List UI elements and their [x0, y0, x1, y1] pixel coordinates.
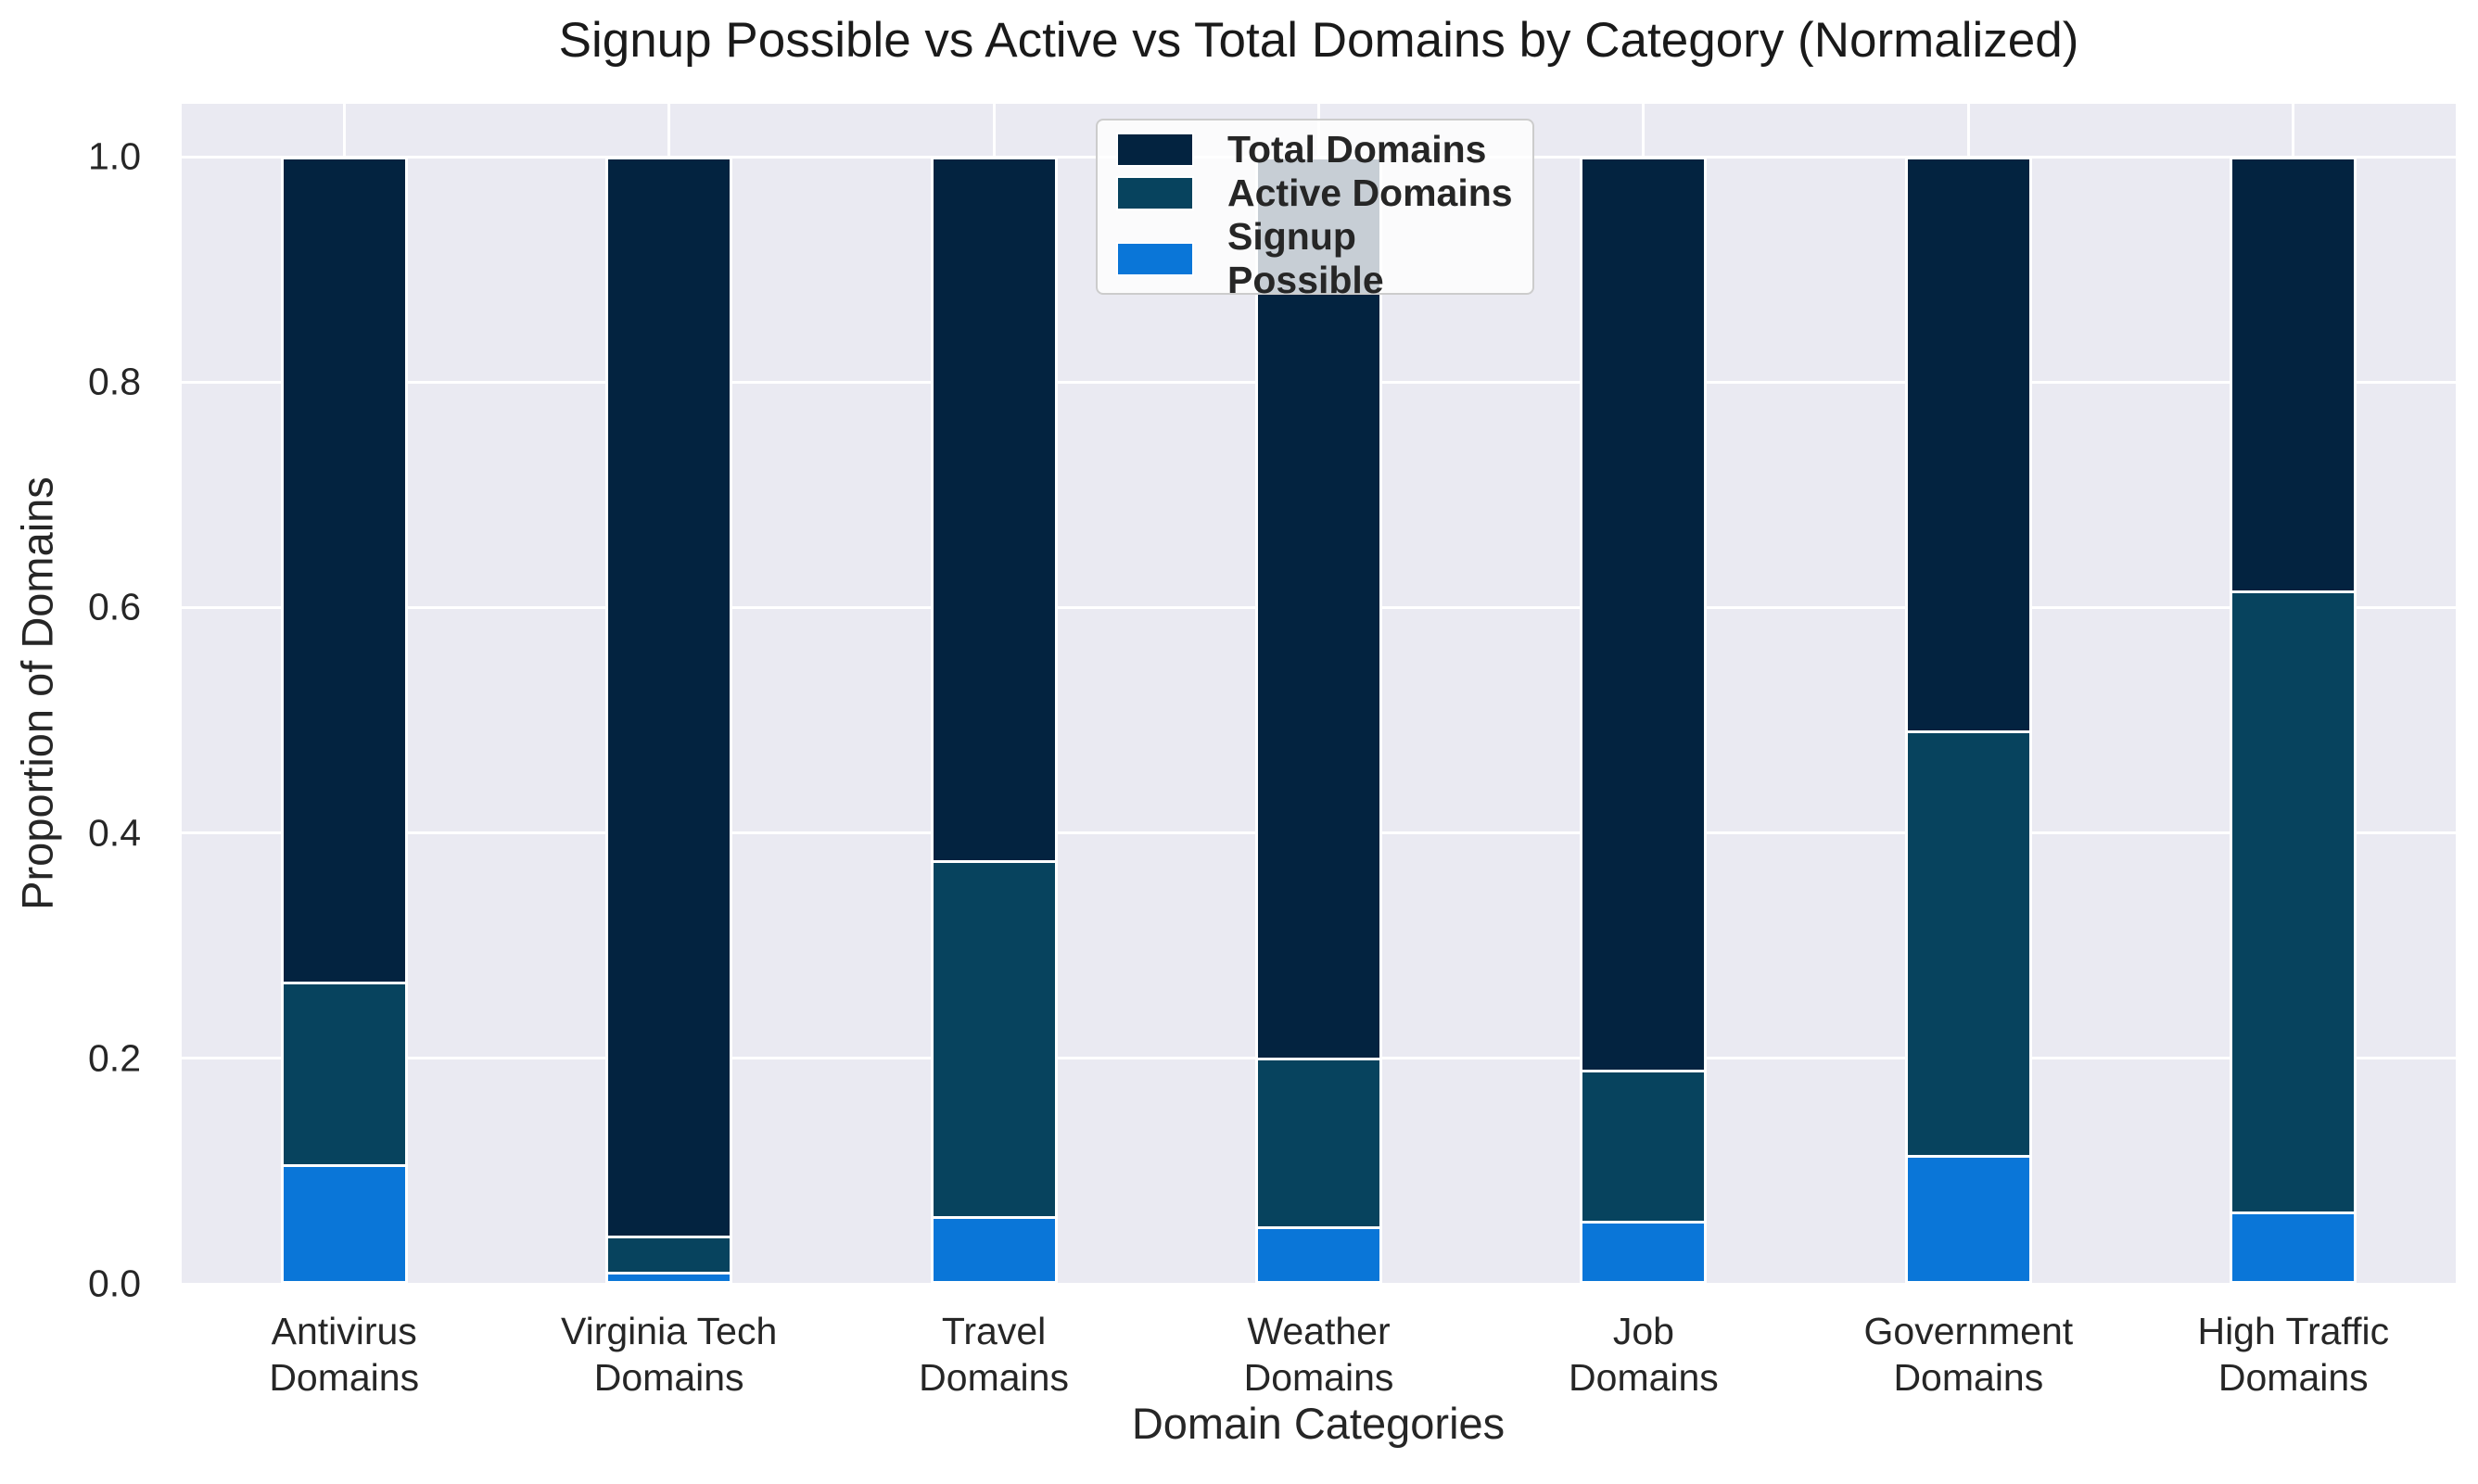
- x-tick-label-antivirus-domains: Antivirus Domains: [168, 1308, 520, 1401]
- y-tick-label-0.6: 0.6: [88, 585, 141, 628]
- bar-signup-possible-antivirus-domains: [280, 1164, 408, 1284]
- x-tick-line: Job: [1612, 1310, 1674, 1352]
- gridline-horizontal-0.0: [182, 1282, 2456, 1286]
- y-tick-label-0.4: 0.4: [88, 811, 141, 855]
- x-tick-line: Virginia Tech: [561, 1310, 778, 1352]
- bar-signup-possible-high-traffic-domains: [2230, 1211, 2357, 1284]
- x-tick-label-high-traffic-domains: High Traffic Domains: [2117, 1308, 2470, 1401]
- bar-active-domains-high-traffic-domains: [2230, 590, 2357, 1284]
- bar-signup-possible-virginia-tech-domains: [605, 1271, 733, 1284]
- x-tick-label-weather-domains: Weather Domains: [1143, 1308, 1495, 1401]
- x-tick-label-virginia-tech-domains: Virginia Tech Domains: [493, 1308, 845, 1401]
- x-tick-line: Domains: [919, 1356, 1069, 1400]
- legend-swatch-total-domains: [1116, 133, 1194, 167]
- legend-label-active-domains: Active Domains: [1227, 171, 1513, 214]
- x-tick-line: Domains: [1893, 1356, 2044, 1400]
- x-tick-label-travel-domains: Travel Domains: [818, 1308, 1170, 1401]
- y-tick-label-0.8: 0.8: [88, 360, 141, 403]
- bar-signup-possible-weather-domains: [1255, 1225, 1382, 1284]
- y-tick-label-1.0: 1.0: [88, 134, 141, 178]
- bar-signup-possible-travel-domains: [930, 1216, 1058, 1284]
- x-tick-line: High Traffic: [2197, 1310, 2390, 1352]
- y-tick-label-0.0: 0.0: [88, 1262, 141, 1305]
- y-tick-label-0.2: 0.2: [88, 1036, 141, 1080]
- x-tick-line: Travel: [941, 1310, 1047, 1352]
- legend-label-total-domains: Total Domains: [1227, 128, 1487, 171]
- plot-area: [182, 104, 2456, 1286]
- x-tick-line: Domains: [593, 1356, 744, 1400]
- bar-total-domains-virginia-tech-domains: [605, 157, 733, 1284]
- x-tick-line: Government: [1863, 1310, 2074, 1352]
- x-tick-label-government-domains: Government Domains: [1792, 1308, 2144, 1401]
- legend-swatch-active-domains: [1116, 176, 1194, 210]
- x-tick-line: Domains: [1243, 1356, 1394, 1400]
- x-tick-label-job-domains: Job Domains: [1468, 1308, 1820, 1401]
- x-tick-line: Domains: [269, 1356, 420, 1400]
- x-axis-title: Domain Categories: [1131, 1399, 1506, 1448]
- x-tick-line: Domains: [1569, 1356, 1719, 1400]
- bar-active-domains-travel-domains: [930, 859, 1058, 1284]
- legend-item-signup-possible: Signup Possible: [1116, 215, 1514, 302]
- chart-title: Signup Possible vs Active vs Total Domai…: [558, 13, 2079, 68]
- bar-signup-possible-government-domains: [1904, 1155, 2032, 1284]
- x-tick-line: Weather: [1247, 1310, 1391, 1352]
- bar-signup-possible-job-domains: [1580, 1220, 1708, 1284]
- legend-label-signup-possible: Signup Possible: [1227, 215, 1384, 301]
- legend-item-total-domains: Total Domains: [1116, 128, 1514, 171]
- x-tick-line: Antivirus: [271, 1310, 417, 1352]
- legend-swatch-signup-possible: [1116, 241, 1194, 276]
- x-tick-line: Domains: [2217, 1356, 2369, 1400]
- legend-item-active-domains: Active Domains: [1116, 171, 1514, 215]
- legend: Total Domains Active Domains Signup Possib…: [1096, 119, 1534, 301]
